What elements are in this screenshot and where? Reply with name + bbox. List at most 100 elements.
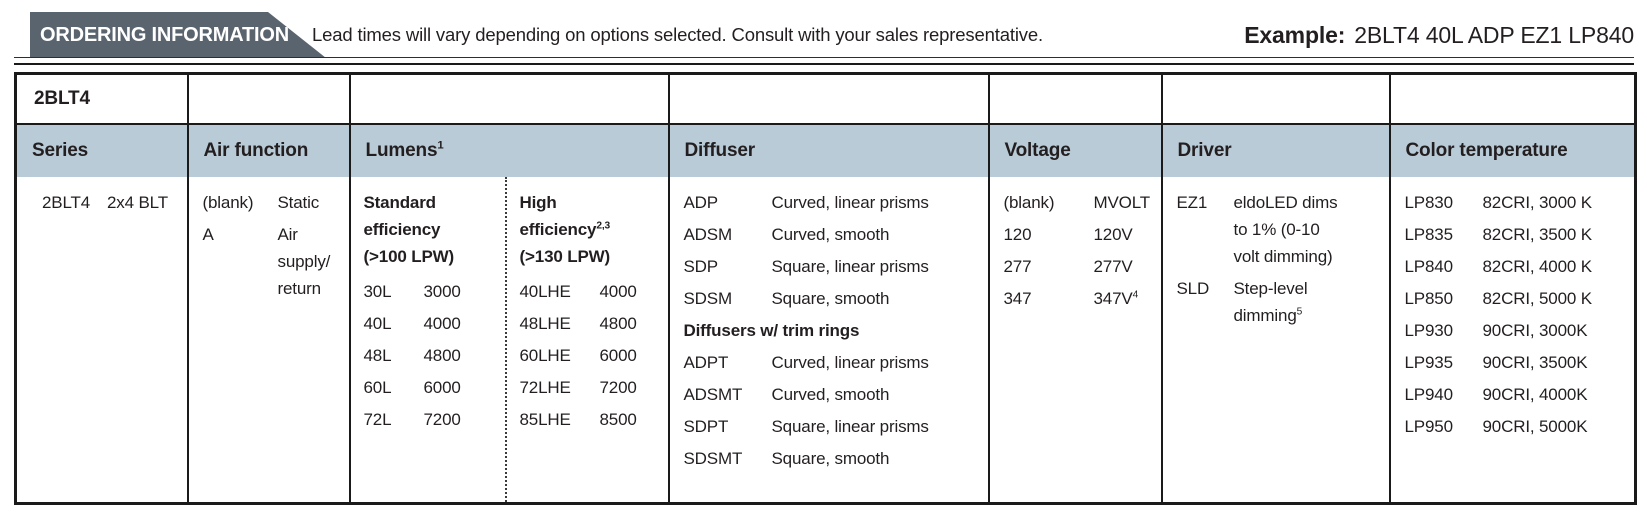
option-code: 120 <box>1003 224 1032 244</box>
diffuser-options: ADP Curved, linear prisms ADSM Curved, s… <box>684 189 980 312</box>
option-desc: Curved, smooth <box>771 384 890 404</box>
banner-title: ORDERING INFORMATION <box>40 24 289 46</box>
option-desc: 90CRI, 3500K <box>1482 352 1588 372</box>
body-cell-air-function: (blank) Static A Air supply/ return <box>187 176 351 504</box>
option-row: 347 347V4 <box>1004 285 1153 312</box>
option-row: ADSMT Curved, smooth <box>684 381 980 408</box>
option-code: 60L <box>363 377 392 397</box>
option-code: SDSMT <box>683 448 743 468</box>
option-desc: Square, smooth <box>771 288 890 308</box>
option-desc: 4800 <box>599 313 637 333</box>
body-cell-lumens: Standard efficiency (>100 LPW) 30L 3000 <box>349 176 670 504</box>
model-row-empty-cell <box>187 73 351 125</box>
body-cell-voltage: (blank) MVOLT 120 120V 277 277V <box>988 176 1163 504</box>
option-desc: 90CRI, 5000K <box>1482 416 1588 436</box>
body-cell-series: 2BLT4 2x4 BLT <box>15 176 189 504</box>
option-desc: 277V <box>1093 256 1133 276</box>
option-desc: Step-level dimming5 <box>1233 278 1308 325</box>
option-desc: 82CRI, 4000 K <box>1482 256 1593 276</box>
option-row: SDSMT Square, smooth <box>684 445 980 472</box>
option-row: SDSM Square, smooth <box>684 285 980 312</box>
series-options: 2BLT4 2x4 BLT <box>42 189 179 216</box>
option-desc: Static <box>277 192 320 212</box>
option-row: LP840 82CRI, 4000 K <box>1405 253 1627 280</box>
option-desc: 82CRI, 5000 K <box>1482 288 1593 308</box>
option-row: (blank) MVOLT <box>1004 189 1153 216</box>
option-row: 72LHE 7200 <box>520 374 662 401</box>
option-desc: Square, linear prisms <box>771 416 929 436</box>
lumens-subcolumns: Standard efficiency (>100 LPW) 30L 3000 <box>351 176 667 502</box>
option-desc: Square, smooth <box>771 448 890 468</box>
option-code: ADP <box>683 192 719 212</box>
lumens-high-efficiency-column: High efficiency2,3 (>130 LPW) 40LHE 4000 <box>504 176 667 502</box>
option-desc: Curved, linear prisms <box>771 192 929 212</box>
option-row: EZ1 eldoLED dims to 1% (0-10 volt dimmin… <box>1177 189 1381 270</box>
option-code: LP850 <box>1404 288 1454 308</box>
example-callout: Example: 2BLT4 40L ADP EZ1 LP840 <box>1244 12 1634 58</box>
option-desc: MVOLT <box>1093 192 1151 212</box>
option-row: (blank) Static <box>203 189 341 216</box>
option-code: SDSM <box>683 288 733 308</box>
option-code: 48LHE <box>519 313 571 333</box>
option-row: 120 120V <box>1004 221 1153 248</box>
option-desc: 4800 <box>423 345 461 365</box>
option-code: 60LHE <box>519 345 571 365</box>
option-row: 72L 7200 <box>364 406 499 433</box>
column-header-row: Series Air function Lumens1 Diffuser Vol… <box>15 123 1636 177</box>
option-code: ADSM <box>683 224 733 244</box>
body-cell-diffuser: ADP Curved, linear prisms ADSM Curved, s… <box>668 176 990 504</box>
options-row: 2BLT4 2x4 BLT (blank) Static <box>15 176 1636 504</box>
high-efficiency-footnote-sup: 2,3 <box>596 219 611 231</box>
option-code: 277 <box>1003 256 1032 276</box>
option-code: ADPT <box>683 352 729 372</box>
option-row: LP940 90CRI, 4000K <box>1405 381 1627 408</box>
option-row: 2BLT4 2x4 BLT <box>42 189 179 216</box>
option-code: LP940 <box>1404 384 1454 404</box>
voltage-options: (blank) MVOLT 120 120V 277 277V <box>1004 189 1153 312</box>
option-desc: 6000 <box>423 377 461 397</box>
option-code: (blank) <box>202 192 254 212</box>
diffuser-trim-options: ADPT Curved, linear prisms ADSMT Curved,… <box>684 349 980 472</box>
option-code: EZ1 <box>1176 192 1208 212</box>
header-voltage: Voltage <box>988 123 1163 177</box>
option-desc: Square, linear prisms <box>771 256 929 276</box>
option-row: 48L 4800 <box>364 342 499 369</box>
option-desc: 120V <box>1093 224 1133 244</box>
header-series: Series <box>15 123 189 177</box>
option-desc: 2x4 BLT <box>107 192 168 212</box>
option-row: LP930 90CRI, 3000K <box>1405 317 1627 344</box>
option-code: 40L <box>363 313 392 333</box>
option-row: 40L 4000 <box>364 310 499 337</box>
option-desc: Curved, linear prisms <box>771 352 929 372</box>
option-code: LP935 <box>1404 352 1454 372</box>
header-lumens: Lumens1 <box>349 123 670 177</box>
driver-options: EZ1 eldoLED dims to 1% (0-10 volt dimmin… <box>1177 189 1381 329</box>
header-divider-rule <box>14 57 1634 65</box>
option-code: A <box>202 224 214 244</box>
model-cell: 2BLT4 <box>15 73 189 125</box>
standard-efficiency-heading: Standard efficiency (>100 LPW) <box>363 192 455 266</box>
option-desc: 3000 <box>423 281 461 301</box>
model-number: 2BLT4 <box>34 87 90 109</box>
option-footnote-sup: 4 <box>1132 288 1139 300</box>
option-desc: 4000 <box>423 313 461 333</box>
option-desc: 90CRI, 4000K <box>1482 384 1588 404</box>
color-temperature-options: LP830 82CRI, 3000 K LP835 82CRI, 3500 K … <box>1405 189 1627 440</box>
option-row: 85LHE 8500 <box>520 406 662 433</box>
option-row: ADP Curved, linear prisms <box>684 189 980 216</box>
option-code: LP950 <box>1404 416 1454 436</box>
ordering-information-banner: ORDERING INFORMATION <box>30 12 326 58</box>
option-code: 30L <box>363 281 392 301</box>
option-row: SDP Square, linear prisms <box>684 253 980 280</box>
option-row: 277 277V <box>1004 253 1153 280</box>
option-desc: 347V4 <box>1093 288 1139 308</box>
ordering-table: 2BLT4 Series Air function Lumens1 Diffus… <box>14 72 1637 505</box>
option-desc: 4000 <box>599 281 637 301</box>
header-air-function: Air function <box>187 123 351 177</box>
option-code: 72L <box>363 409 392 429</box>
model-row-empty-cell <box>668 73 990 125</box>
lumens-footnote-sup: 1 <box>437 139 444 152</box>
model-row-empty-cell <box>1389 73 1636 125</box>
body-cell-color-temperature: LP830 82CRI, 3000 K LP835 82CRI, 3500 K … <box>1390 177 1636 504</box>
model-row-empty-cell <box>349 73 670 125</box>
